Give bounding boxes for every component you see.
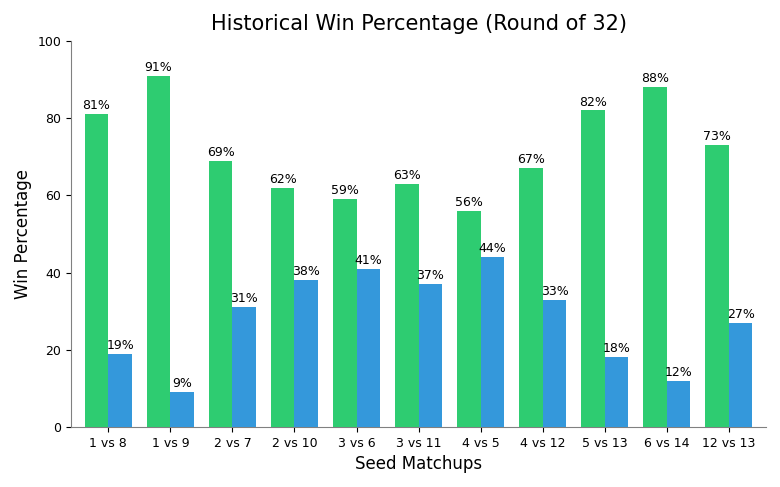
Text: 18%: 18%	[603, 342, 630, 356]
Text: 44%: 44%	[479, 242, 506, 255]
Y-axis label: Win Percentage: Win Percentage	[14, 169, 32, 299]
Text: 19%: 19%	[106, 338, 134, 352]
Bar	[356, 269, 380, 427]
X-axis label: Seed Matchups: Seed Matchups	[355, 455, 482, 473]
Bar	[480, 257, 504, 427]
Text: 33%: 33%	[541, 284, 569, 298]
Bar	[271, 187, 295, 427]
Text: 41%: 41%	[354, 254, 382, 267]
Text: 88%: 88%	[641, 73, 669, 85]
Bar	[295, 280, 318, 427]
Bar	[209, 161, 232, 427]
Text: 67%: 67%	[517, 153, 545, 167]
Bar	[457, 211, 480, 427]
Bar	[147, 75, 170, 427]
Bar	[581, 111, 604, 427]
Text: 81%: 81%	[83, 99, 111, 112]
Text: 63%: 63%	[393, 169, 420, 182]
Text: 69%: 69%	[207, 146, 235, 159]
Bar	[604, 357, 629, 427]
Text: 62%: 62%	[269, 173, 296, 186]
Bar	[729, 323, 753, 427]
Text: 56%: 56%	[455, 196, 483, 209]
Text: 27%: 27%	[727, 308, 754, 321]
Bar	[85, 114, 108, 427]
Text: 12%: 12%	[665, 366, 693, 378]
Text: 9%: 9%	[172, 377, 192, 390]
Bar	[543, 300, 566, 427]
Bar	[333, 199, 356, 427]
Text: 31%: 31%	[230, 292, 258, 305]
Bar	[705, 145, 729, 427]
Text: 37%: 37%	[417, 269, 445, 282]
Bar	[395, 184, 419, 427]
Bar	[519, 169, 543, 427]
Text: 38%: 38%	[292, 265, 320, 278]
Bar	[644, 87, 667, 427]
Bar	[419, 284, 442, 427]
Text: 73%: 73%	[703, 130, 731, 143]
Text: 82%: 82%	[579, 95, 607, 109]
Text: 59%: 59%	[331, 184, 359, 197]
Bar	[170, 392, 194, 427]
Text: 91%: 91%	[144, 61, 172, 74]
Bar	[108, 354, 132, 427]
Title: Historical Win Percentage (Round of 32): Historical Win Percentage (Round of 32)	[211, 14, 626, 34]
Bar	[232, 307, 256, 427]
Bar	[667, 380, 690, 427]
